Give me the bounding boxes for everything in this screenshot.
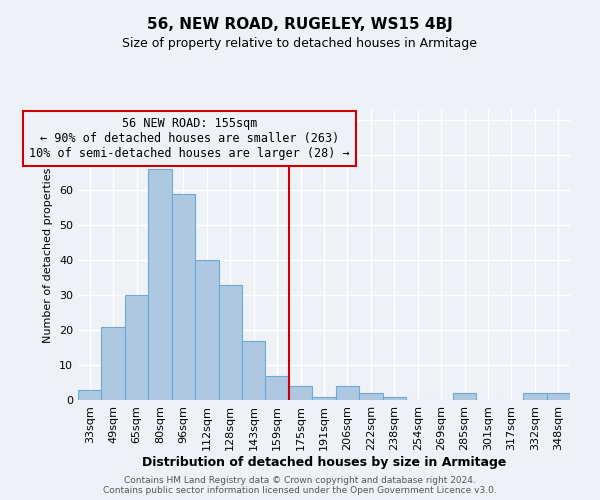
Bar xyxy=(125,295,148,400)
X-axis label: Distribution of detached houses by size in Armitage: Distribution of detached houses by size … xyxy=(142,456,506,468)
Text: 56, NEW ROAD, RUGELEY, WS15 4BJ: 56, NEW ROAD, RUGELEY, WS15 4BJ xyxy=(147,18,453,32)
Bar xyxy=(547,393,570,400)
Text: Contains HM Land Registry data © Crown copyright and database right 2024.: Contains HM Land Registry data © Crown c… xyxy=(124,476,476,485)
Bar xyxy=(383,396,406,400)
Bar xyxy=(172,194,195,400)
Bar xyxy=(242,340,265,400)
Bar xyxy=(289,386,312,400)
Text: Size of property relative to detached houses in Armitage: Size of property relative to detached ho… xyxy=(122,38,478,51)
Bar xyxy=(336,386,359,400)
Bar xyxy=(101,326,125,400)
Bar xyxy=(523,393,547,400)
Text: 56 NEW ROAD: 155sqm
← 90% of detached houses are smaller (263)
10% of semi-detac: 56 NEW ROAD: 155sqm ← 90% of detached ho… xyxy=(29,117,350,160)
Bar xyxy=(453,393,476,400)
Bar xyxy=(148,170,172,400)
Bar xyxy=(195,260,218,400)
Bar xyxy=(78,390,101,400)
Y-axis label: Number of detached properties: Number of detached properties xyxy=(43,168,53,342)
Bar xyxy=(265,376,289,400)
Bar xyxy=(312,396,336,400)
Bar xyxy=(359,393,383,400)
Bar xyxy=(218,284,242,400)
Text: Contains public sector information licensed under the Open Government Licence v3: Contains public sector information licen… xyxy=(103,486,497,495)
